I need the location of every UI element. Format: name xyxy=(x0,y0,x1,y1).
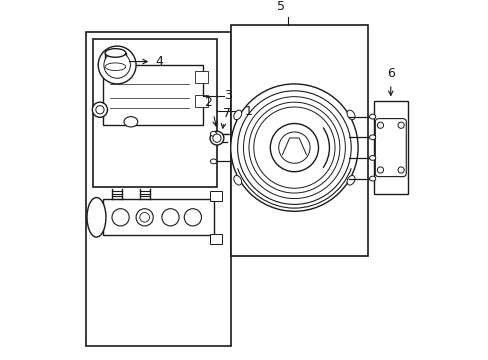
Circle shape xyxy=(136,209,153,226)
Polygon shape xyxy=(194,71,208,83)
Circle shape xyxy=(278,132,309,163)
Text: 5: 5 xyxy=(276,0,284,13)
Circle shape xyxy=(397,167,404,173)
Polygon shape xyxy=(103,65,203,125)
Ellipse shape xyxy=(210,131,216,136)
Text: 7: 7 xyxy=(223,107,231,120)
Circle shape xyxy=(377,122,383,128)
Ellipse shape xyxy=(369,156,375,160)
Circle shape xyxy=(397,122,404,128)
Circle shape xyxy=(230,84,357,211)
Circle shape xyxy=(112,209,129,226)
Circle shape xyxy=(103,52,130,78)
Text: 2: 2 xyxy=(204,96,212,109)
FancyBboxPatch shape xyxy=(374,118,406,177)
Ellipse shape xyxy=(369,176,375,181)
Circle shape xyxy=(377,167,383,173)
Polygon shape xyxy=(86,32,230,346)
Circle shape xyxy=(98,46,136,84)
Text: 6: 6 xyxy=(386,67,394,81)
Ellipse shape xyxy=(233,110,241,120)
Circle shape xyxy=(270,123,318,172)
Polygon shape xyxy=(103,199,213,235)
Polygon shape xyxy=(210,191,222,201)
Polygon shape xyxy=(373,101,407,194)
Ellipse shape xyxy=(105,49,125,57)
Text: 4: 4 xyxy=(155,55,163,68)
Circle shape xyxy=(92,102,107,117)
Polygon shape xyxy=(194,95,208,107)
Ellipse shape xyxy=(369,114,375,119)
Ellipse shape xyxy=(210,159,216,164)
Polygon shape xyxy=(103,82,130,89)
Polygon shape xyxy=(230,26,367,256)
Ellipse shape xyxy=(124,117,138,127)
Ellipse shape xyxy=(233,176,241,185)
Circle shape xyxy=(162,209,179,226)
Ellipse shape xyxy=(87,198,106,237)
Ellipse shape xyxy=(105,63,125,71)
Circle shape xyxy=(184,209,201,226)
Text: 3: 3 xyxy=(224,90,231,103)
Circle shape xyxy=(140,212,149,222)
Ellipse shape xyxy=(346,110,354,120)
Text: 1: 1 xyxy=(244,105,252,118)
Polygon shape xyxy=(93,39,217,187)
Circle shape xyxy=(96,105,104,114)
Ellipse shape xyxy=(369,135,375,140)
Polygon shape xyxy=(210,234,222,244)
Circle shape xyxy=(210,131,224,145)
Ellipse shape xyxy=(346,176,354,185)
Circle shape xyxy=(212,134,221,142)
